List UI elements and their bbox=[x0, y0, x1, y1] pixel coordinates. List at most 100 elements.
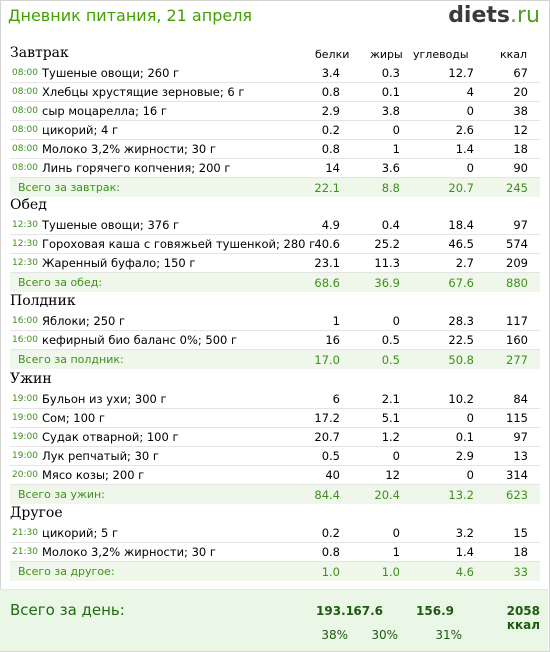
site-logo[interactable]: diets.ru bbox=[448, 3, 540, 28]
food-name[interactable]: Мясо козы; 200 г bbox=[42, 468, 145, 482]
meal-total-protein: 17.0 bbox=[314, 353, 340, 367]
food-fat: 3.8 bbox=[381, 104, 400, 118]
meal-total-label: Всего за другое: bbox=[18, 565, 115, 578]
food-time: 20:00 bbox=[12, 470, 38, 480]
food-carbs: 0 bbox=[466, 104, 474, 118]
food-time: 19:00 bbox=[12, 451, 38, 461]
food-name[interactable]: Яблоки; 250 г bbox=[42, 314, 126, 328]
food-kcal: 12 bbox=[513, 123, 528, 137]
food-protein: 0.5 bbox=[321, 449, 340, 463]
meal-total-label: Всего за обед: bbox=[18, 276, 103, 289]
food-row[interactable]: 21:30 Молоко 3,2% жирности; 30 г 0.8 1 1.4 18 bbox=[10, 543, 540, 562]
food-name[interactable]: Бульон из ухи; 300 г bbox=[42, 392, 167, 406]
food-name[interactable]: Линь горячего копчения; 200 г bbox=[42, 161, 231, 175]
food-fat: 1.2 bbox=[381, 430, 400, 444]
food-fat: 0 bbox=[392, 526, 400, 540]
food-time: 19:00 bbox=[12, 394, 38, 404]
food-kcal: 209 bbox=[506, 256, 528, 270]
food-row[interactable]: 21:30 цикорий; 5 г 0.2 0 3.2 15 bbox=[10, 524, 540, 543]
food-fat: 0.1 bbox=[381, 85, 400, 99]
meal-total-label: Всего за ужин: bbox=[18, 488, 105, 501]
food-protein: 23.1 bbox=[314, 256, 340, 270]
column-header-protein: белки bbox=[315, 48, 350, 61]
food-carbs: 28.3 bbox=[448, 314, 474, 328]
food-row[interactable]: 20:00 Мясо козы; 200 г 40 12 0 314 bbox=[10, 466, 540, 485]
food-time: 08:00 bbox=[12, 144, 38, 154]
food-row[interactable]: 08:00 сыр моцарелла; 16 г 2.9 3.8 0 38 bbox=[10, 102, 540, 121]
food-row[interactable]: 08:00 цикорий; 4 г 0.2 0 2.6 12 bbox=[10, 121, 540, 140]
food-name[interactable]: Гороховая каша с говяжьей тушенкой; 280 … bbox=[42, 237, 316, 251]
food-name[interactable]: Тушеные овощи; 376 г bbox=[42, 218, 180, 232]
food-row[interactable]: 08:00 Хлебцы хрустящие зерновые; 6 г 0.8 0.… bbox=[10, 83, 540, 102]
food-fat: 0 bbox=[392, 123, 400, 137]
day-carbs-pct: 31% bbox=[435, 628, 462, 642]
food-carbs: 4 bbox=[466, 85, 474, 99]
food-name[interactable]: Тушеные овощи; 260 г bbox=[42, 66, 180, 80]
food-name[interactable]: Жаренный буфало; 150 г bbox=[42, 256, 196, 270]
food-row[interactable]: 08:00 Молоко 3,2% жирности; 30 г 0.8 1 1.4 18 bbox=[10, 140, 540, 159]
food-name[interactable]: Молоко 3,2% жирности; 30 г bbox=[42, 142, 216, 156]
food-row[interactable]: 19:00 Сом; 100 г 17.2 5.1 0 115 bbox=[10, 409, 540, 428]
food-name[interactable]: Сом; 100 г bbox=[42, 411, 105, 425]
meal-total-carbs: 4.6 bbox=[455, 565, 474, 579]
meal-total-carbs: 67.6 bbox=[448, 276, 474, 290]
food-name[interactable]: Судак отварной; 100 г bbox=[42, 430, 179, 444]
food-name[interactable]: сыр моцарелла; 16 г bbox=[42, 104, 167, 118]
food-carbs: 0 bbox=[466, 411, 474, 425]
meal-total-protein: 84.4 bbox=[314, 488, 340, 502]
food-row[interactable]: 16:00 кефирный био баланс 0%; 500 г 16 0.5 2… bbox=[10, 331, 540, 350]
meal-total-fat: 20.4 bbox=[374, 488, 400, 502]
food-time: 08:00 bbox=[12, 125, 38, 135]
food-fat: 0.5 bbox=[381, 333, 400, 347]
food-fat: 5.1 bbox=[381, 411, 400, 425]
food-fat: 0 bbox=[392, 449, 400, 463]
meal-total-row: Всего за обед: 68.6 36.9 67.6 880 bbox=[10, 273, 540, 292]
food-kcal: 18 bbox=[513, 545, 528, 559]
food-carbs: 3.2 bbox=[455, 526, 474, 540]
food-fat: 0.3 bbox=[381, 66, 400, 80]
food-fat: 11.3 bbox=[374, 256, 400, 270]
food-time: 08:00 bbox=[12, 163, 38, 173]
day-fat-pct: 30% bbox=[371, 628, 398, 642]
food-protein: 20.7 bbox=[314, 430, 340, 444]
food-fat: 1 bbox=[392, 142, 400, 156]
food-name[interactable]: кефирный био баланс 0%; 500 г bbox=[42, 333, 238, 347]
food-time: 12:30 bbox=[12, 220, 38, 230]
food-row[interactable]: 08:00 Тушеные овощи; 260 г 3.4 0.3 12.7 67 bbox=[10, 64, 540, 83]
food-row[interactable]: 16:00 Яблоки; 250 г 1 0 28.3 117 bbox=[10, 312, 540, 331]
food-carbs: 2.6 bbox=[455, 123, 474, 137]
meal-total-protein: 22.1 bbox=[314, 181, 340, 195]
meal-title: Ужин bbox=[10, 371, 52, 387]
food-row[interactable]: 12:30 Тушеные овощи; 376 г 4.9 0.4 18.4 97 bbox=[10, 216, 540, 235]
food-row[interactable]: 08:00 Линь горячего копчения; 200 г 14 3.6 0… bbox=[10, 159, 540, 178]
meal-title: Обед bbox=[10, 197, 47, 213]
food-row[interactable]: 12:30 Гороховая каша с говяжьей тушенкой;… bbox=[10, 235, 540, 254]
food-fat: 12 bbox=[385, 468, 400, 482]
food-carbs: 0.1 bbox=[455, 430, 474, 444]
food-name[interactable]: цикорий; 4 г bbox=[42, 123, 119, 137]
day-kcal: 2058 ккал bbox=[506, 604, 540, 632]
meal-total-fat: 1.0 bbox=[381, 565, 400, 579]
food-row[interactable]: 19:00 Судак отварной; 100 г 20.7 1.2 0.1 97 bbox=[10, 428, 540, 447]
food-name[interactable]: Лук репчатый; 30 г bbox=[42, 449, 159, 463]
meal-total-fat: 8.8 bbox=[381, 181, 400, 195]
day-carbs: 156.9 bbox=[416, 604, 454, 618]
food-row[interactable]: 12:30 Жаренный буфало; 150 г 23.1 11.3 2.7 20… bbox=[10, 254, 540, 273]
food-protein: 17.2 bbox=[314, 411, 340, 425]
meal-total-row: Всего за другое: 1.0 1.0 4.6 33 bbox=[10, 562, 540, 581]
food-kcal: 20 bbox=[513, 85, 528, 99]
food-row[interactable]: 19:00 Лук репчатый; 30 г 0.5 0 2.9 13 bbox=[10, 447, 540, 466]
food-name[interactable]: Хлебцы хрустящие зерновые; 6 г bbox=[42, 85, 245, 99]
food-protein: 16 bbox=[325, 333, 340, 347]
food-name[interactable]: Молоко 3,2% жирности; 30 г bbox=[42, 545, 216, 559]
meal-total-protein: 68.6 bbox=[314, 276, 340, 290]
food-kcal: 160 bbox=[506, 333, 528, 347]
logo-main: diets bbox=[448, 3, 511, 28]
column-header-kcal: ккал bbox=[500, 48, 528, 61]
food-time: 08:00 bbox=[12, 87, 38, 97]
food-row[interactable]: 19:00 Бульон из ухи; 300 г 6 2.1 10.2 84 bbox=[10, 390, 540, 409]
meal-total-label: Всего за завтрак: bbox=[18, 181, 121, 194]
food-fat: 0.4 bbox=[381, 218, 400, 232]
food-fat: 0 bbox=[392, 314, 400, 328]
food-name[interactable]: цикорий; 5 г bbox=[42, 526, 119, 540]
